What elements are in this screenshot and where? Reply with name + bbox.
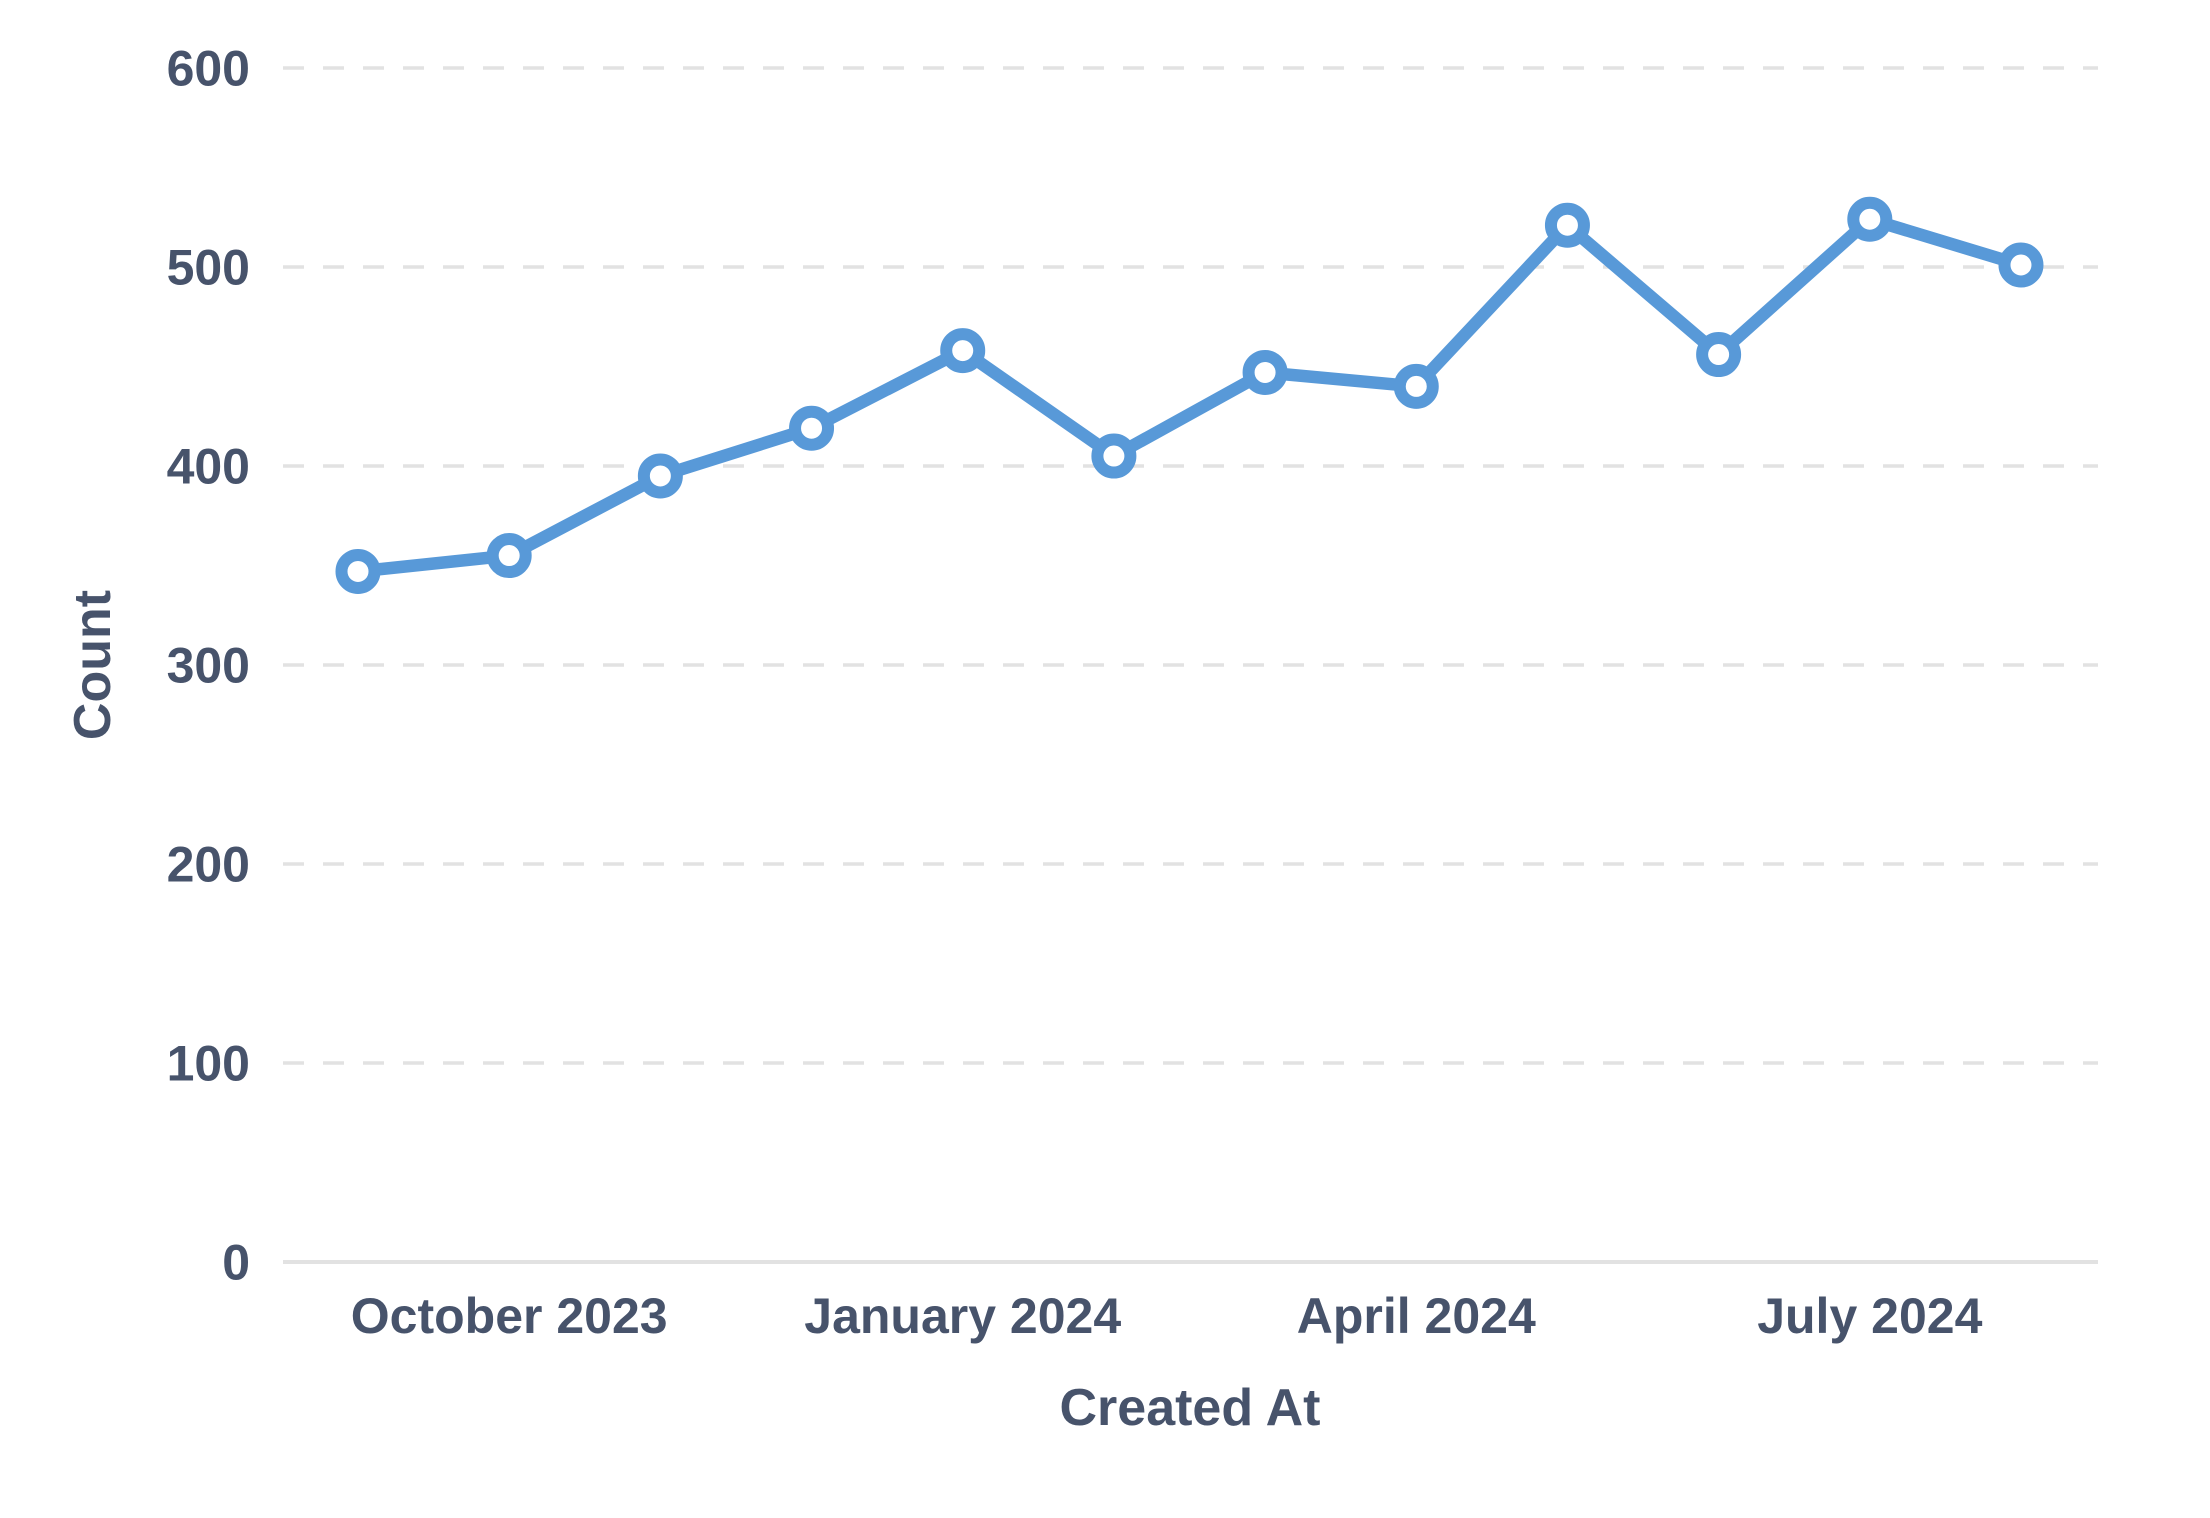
data-point-january-2024[interactable] xyxy=(940,328,986,374)
data-point-december-2023[interactable] xyxy=(789,405,835,451)
data-point-september-2023[interactable] xyxy=(335,548,381,594)
data-point-february-2024[interactable] xyxy=(1091,433,1137,479)
data-point-november-2023[interactable] xyxy=(637,453,683,499)
y-axis-title: Count xyxy=(64,590,122,740)
y-tick-label-600: 600 xyxy=(167,41,250,97)
x-axis-title: Created At xyxy=(1059,1379,1320,1437)
y-tick-label-0: 0 xyxy=(222,1235,250,1291)
series-line xyxy=(351,212,2028,578)
data-point-july-2024[interactable] xyxy=(1847,196,1893,242)
data-point-october-2023[interactable] xyxy=(486,533,532,579)
data-point-march-2024[interactable] xyxy=(1242,349,1288,395)
data-point-june-2024[interactable] xyxy=(1696,332,1742,378)
data-point-april-2024[interactable] xyxy=(1393,363,1439,409)
data-point-may-2024[interactable] xyxy=(1544,202,1590,248)
y-tick-label-300: 300 xyxy=(167,638,250,694)
y-tick-label-400: 400 xyxy=(167,439,250,495)
x-tick-label-0: October 2023 xyxy=(351,1288,668,1344)
x-tick-label-3: July 2024 xyxy=(1757,1288,1982,1344)
series-group xyxy=(335,196,2044,594)
data-point-august-2024[interactable] xyxy=(1998,242,2044,288)
x-tick-labels-group: October 2023 January 2024 April 2024 July 2… xyxy=(351,1288,1983,1344)
gridlines-group xyxy=(283,66,2098,1264)
y-tick-label-500: 500 xyxy=(167,240,250,296)
y-tick-labels-group: 0 100 200 300 400 500 600 xyxy=(167,41,250,1291)
x-tick-label-1: January 2024 xyxy=(804,1288,1121,1344)
y-tick-label-200: 200 xyxy=(167,837,250,893)
x-tick-label-2: April 2024 xyxy=(1297,1288,1536,1344)
y-tick-label-100: 100 xyxy=(167,1036,250,1092)
